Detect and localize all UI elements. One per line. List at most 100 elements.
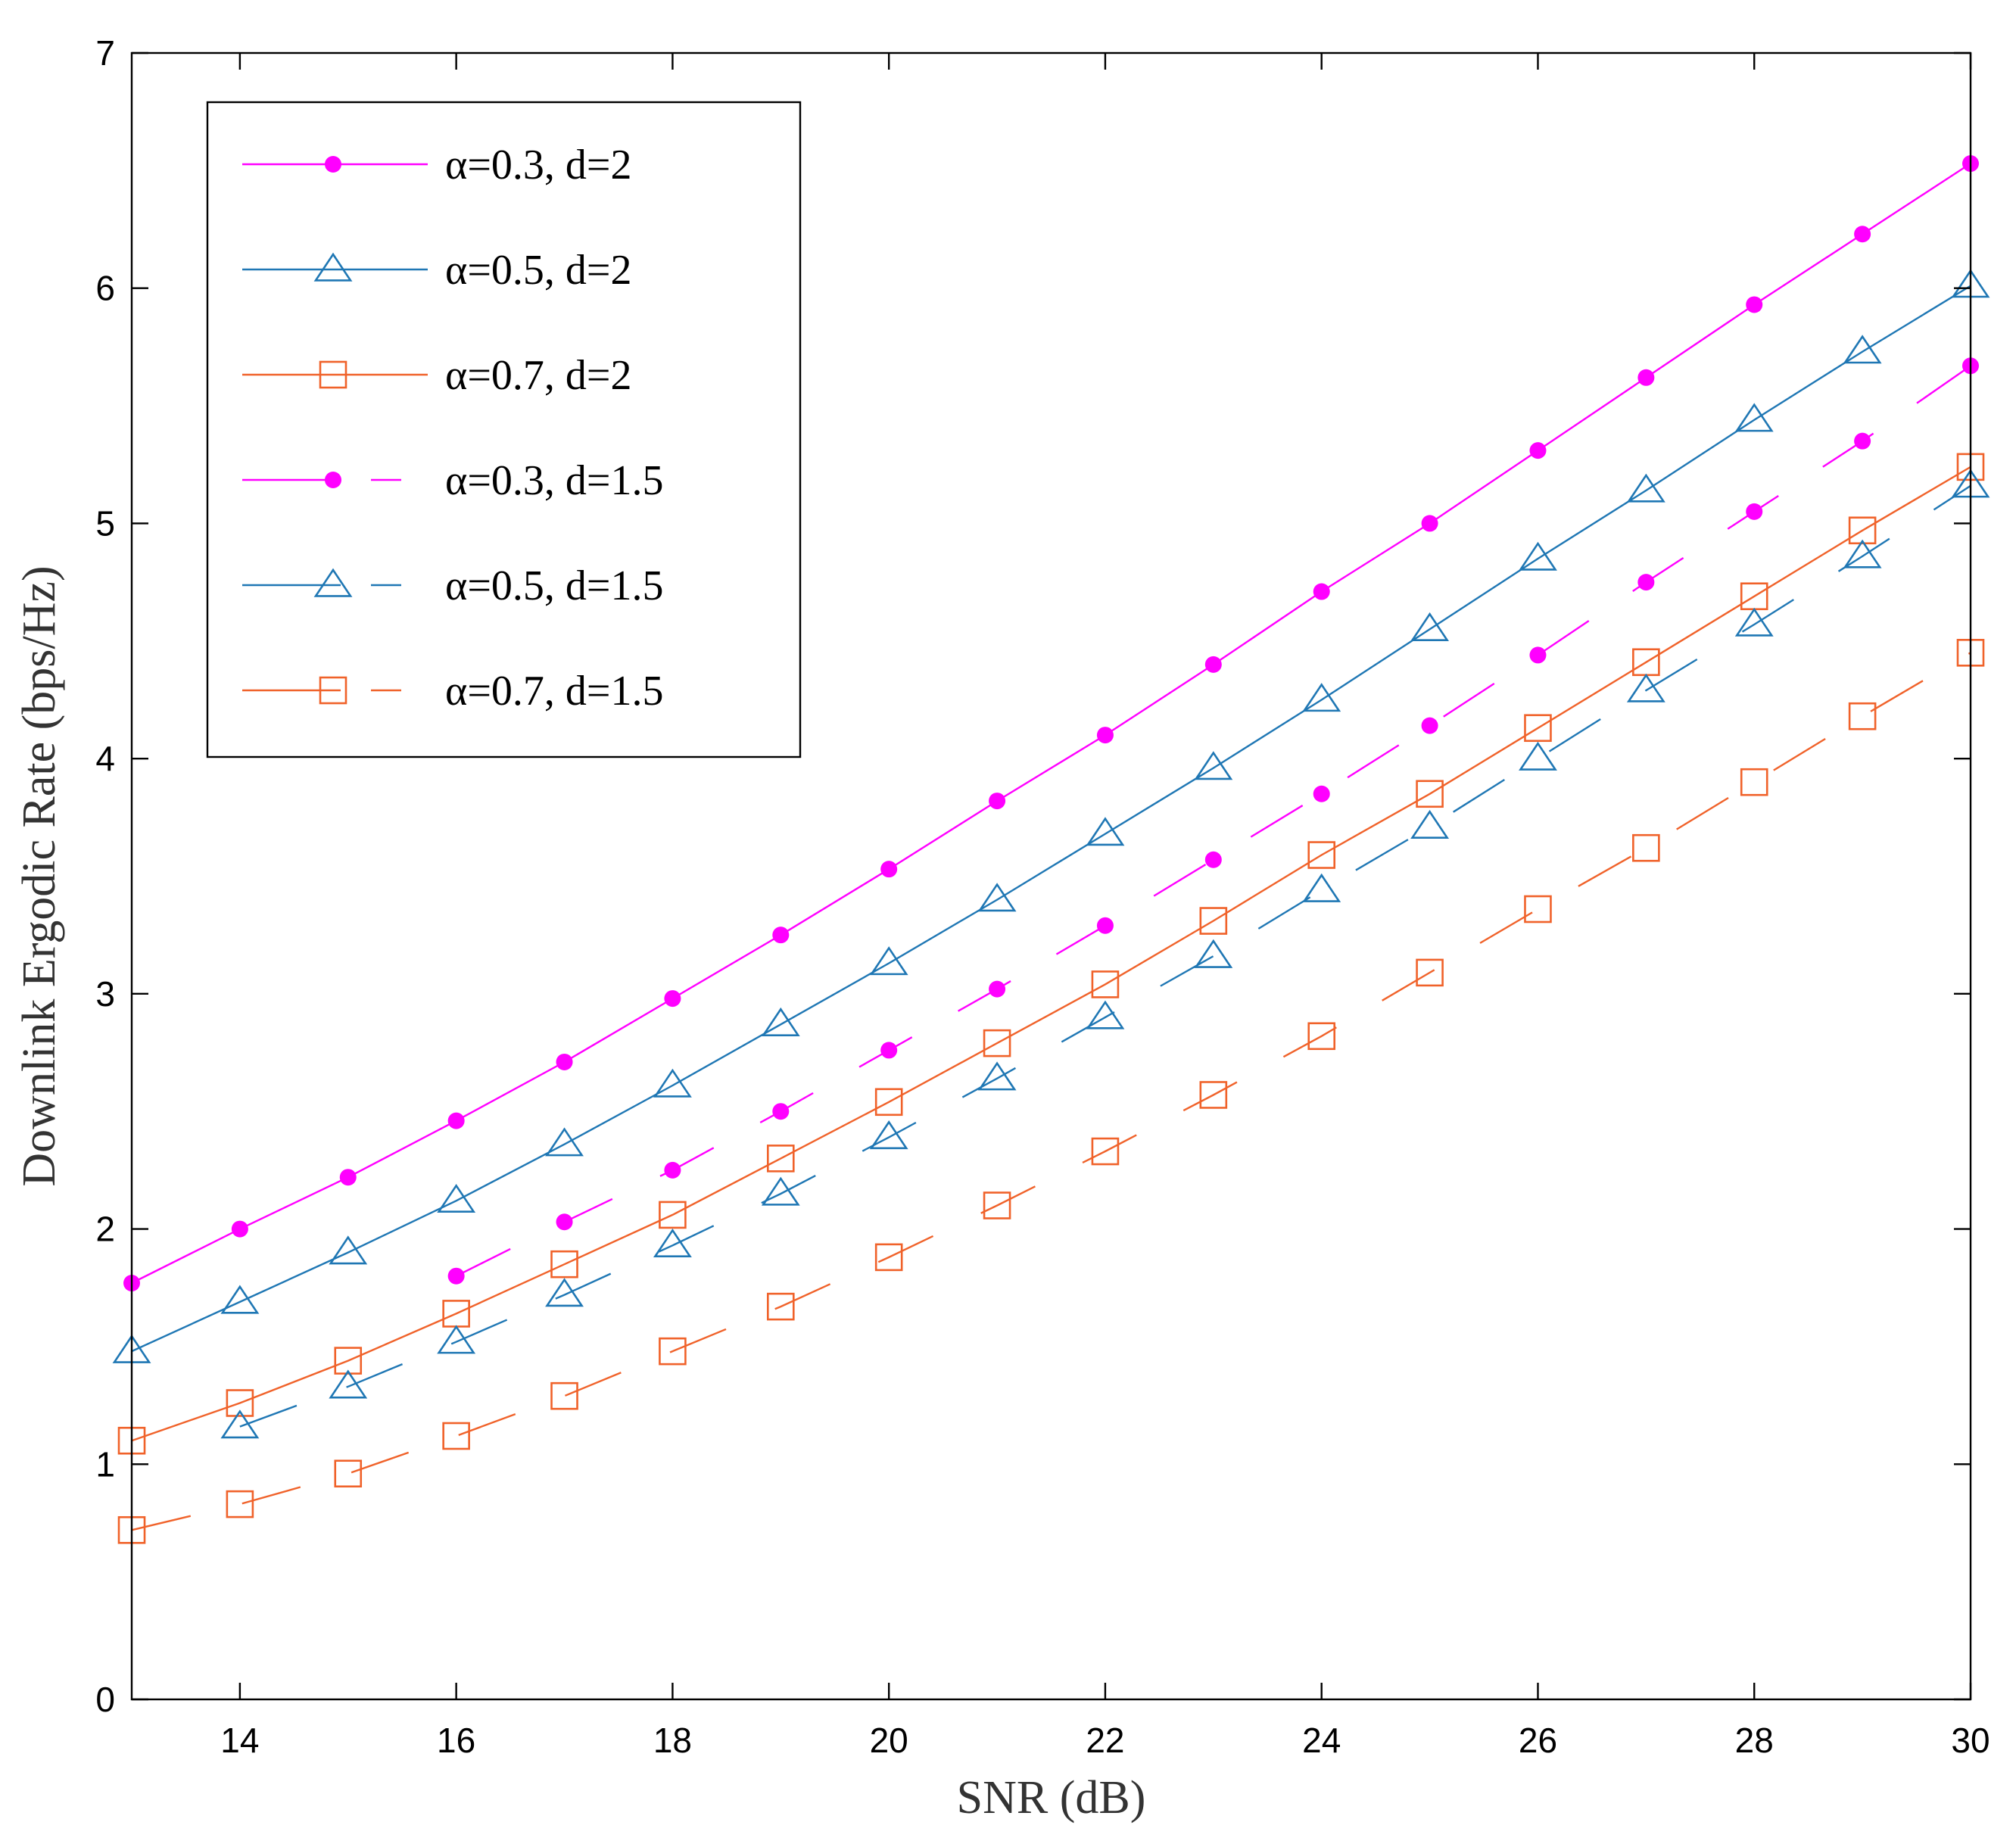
series-line xyxy=(131,652,1971,1531)
legend-item: α=0.3, d=2 xyxy=(242,142,632,188)
data-point xyxy=(1854,226,1871,243)
data-point xyxy=(1199,1081,1228,1109)
data-point xyxy=(1524,714,1552,743)
legend-marker xyxy=(325,156,341,173)
y-tick-label: 6 xyxy=(95,269,115,308)
data-point xyxy=(1313,583,1330,600)
data-point xyxy=(550,1381,578,1410)
data-point xyxy=(329,1369,368,1399)
data-point xyxy=(989,980,1006,998)
legend-item: α=0.7, d=1.5 xyxy=(242,668,664,715)
data-point xyxy=(1194,939,1233,968)
data-point xyxy=(659,1337,687,1366)
data-point xyxy=(659,1201,687,1229)
data-point xyxy=(1204,851,1222,868)
legend-label: α=0.3, d=2 xyxy=(445,142,632,188)
series-3 xyxy=(447,357,1979,1285)
data-point xyxy=(1519,741,1557,771)
data-point xyxy=(1416,780,1444,808)
data-point xyxy=(1637,369,1655,386)
x-tick-label: 30 xyxy=(1951,1721,1990,1760)
data-point xyxy=(983,1191,1011,1219)
legend-box xyxy=(206,101,802,758)
data-point xyxy=(1529,442,1547,459)
y-tick-label: 3 xyxy=(95,974,115,1014)
data-point xyxy=(1199,907,1228,935)
data-point xyxy=(874,1243,903,1272)
data-point xyxy=(447,1112,465,1129)
data-point xyxy=(1096,727,1114,744)
data-point xyxy=(1854,432,1871,450)
x-tick-label: 28 xyxy=(1735,1721,1774,1760)
x-tick-label: 26 xyxy=(1519,1721,1557,1760)
x-tick-label: 16 xyxy=(437,1721,475,1760)
data-point xyxy=(556,1053,573,1070)
legend-label: α=0.3, d=1.5 xyxy=(445,457,664,504)
data-point xyxy=(545,1127,584,1157)
x-tick-label: 18 xyxy=(653,1721,692,1760)
data-point xyxy=(761,1176,800,1206)
series-5 xyxy=(117,639,1985,1544)
data-point xyxy=(1529,646,1547,664)
data-point xyxy=(1313,785,1330,802)
legend-label: α=0.7, d=1.5 xyxy=(445,668,664,715)
y-tick-label: 0 xyxy=(95,1680,115,1719)
data-point xyxy=(869,946,908,976)
legend-label: α=0.5, d=1.5 xyxy=(445,562,664,609)
data-point xyxy=(1524,895,1552,924)
legend-item: α=0.7, d=2 xyxy=(242,352,632,399)
y-tick-label: 1 xyxy=(95,1444,115,1484)
legend-label: α=0.7, d=2 xyxy=(445,352,632,399)
legend: α=0.3, d=2 α=0.5, d=2 α=0.7, d=2 α=0.3, d=1… xyxy=(206,101,802,758)
plot-frame xyxy=(130,51,1972,1701)
data-point xyxy=(226,1490,254,1518)
data-point xyxy=(766,1145,795,1173)
x-tick-label: 14 xyxy=(220,1721,259,1760)
data-point xyxy=(664,990,681,1008)
y-tick-label: 2 xyxy=(95,1210,115,1249)
data-point xyxy=(1194,751,1233,780)
y-tick-label: 4 xyxy=(95,739,115,778)
data-point xyxy=(1848,702,1877,730)
data-point xyxy=(1410,612,1450,641)
data-point xyxy=(772,927,790,944)
y-tick-label: 7 xyxy=(95,33,115,73)
data-point xyxy=(880,1042,898,1059)
data-point xyxy=(1734,403,1774,432)
data-point xyxy=(977,1061,1017,1091)
legend-marker xyxy=(313,568,353,597)
data-point xyxy=(1086,1000,1125,1029)
data-point xyxy=(437,1183,476,1213)
data-point xyxy=(1843,539,1882,568)
data-point xyxy=(766,1292,795,1321)
data-point xyxy=(1307,841,1336,869)
data-point xyxy=(1091,970,1120,998)
y-tick-label: 5 xyxy=(95,503,115,543)
data-point xyxy=(1632,833,1660,862)
data-point xyxy=(772,1103,790,1120)
data-point xyxy=(874,1088,903,1117)
data-point xyxy=(1410,809,1450,839)
legend-item: α=0.5, d=2 xyxy=(242,247,632,294)
series-line xyxy=(456,365,1971,1277)
series-1 xyxy=(112,269,1990,1363)
data-point xyxy=(334,1459,363,1488)
series-4 xyxy=(220,469,1990,1439)
data-point xyxy=(1626,673,1665,702)
data-point xyxy=(653,1228,692,1258)
data-point xyxy=(231,1220,248,1238)
x-tick-label: 20 xyxy=(870,1721,908,1760)
data-point xyxy=(442,1422,470,1450)
data-point xyxy=(226,1389,254,1417)
data-point xyxy=(1734,607,1774,637)
data-point xyxy=(334,1347,363,1375)
data-point xyxy=(1204,656,1222,673)
data-point xyxy=(447,1267,465,1285)
legend-marker xyxy=(313,252,353,282)
data-point xyxy=(1740,768,1768,796)
data-point xyxy=(1086,817,1125,846)
data-point xyxy=(1421,717,1438,734)
data-point xyxy=(556,1213,573,1231)
data-point xyxy=(220,1409,260,1439)
